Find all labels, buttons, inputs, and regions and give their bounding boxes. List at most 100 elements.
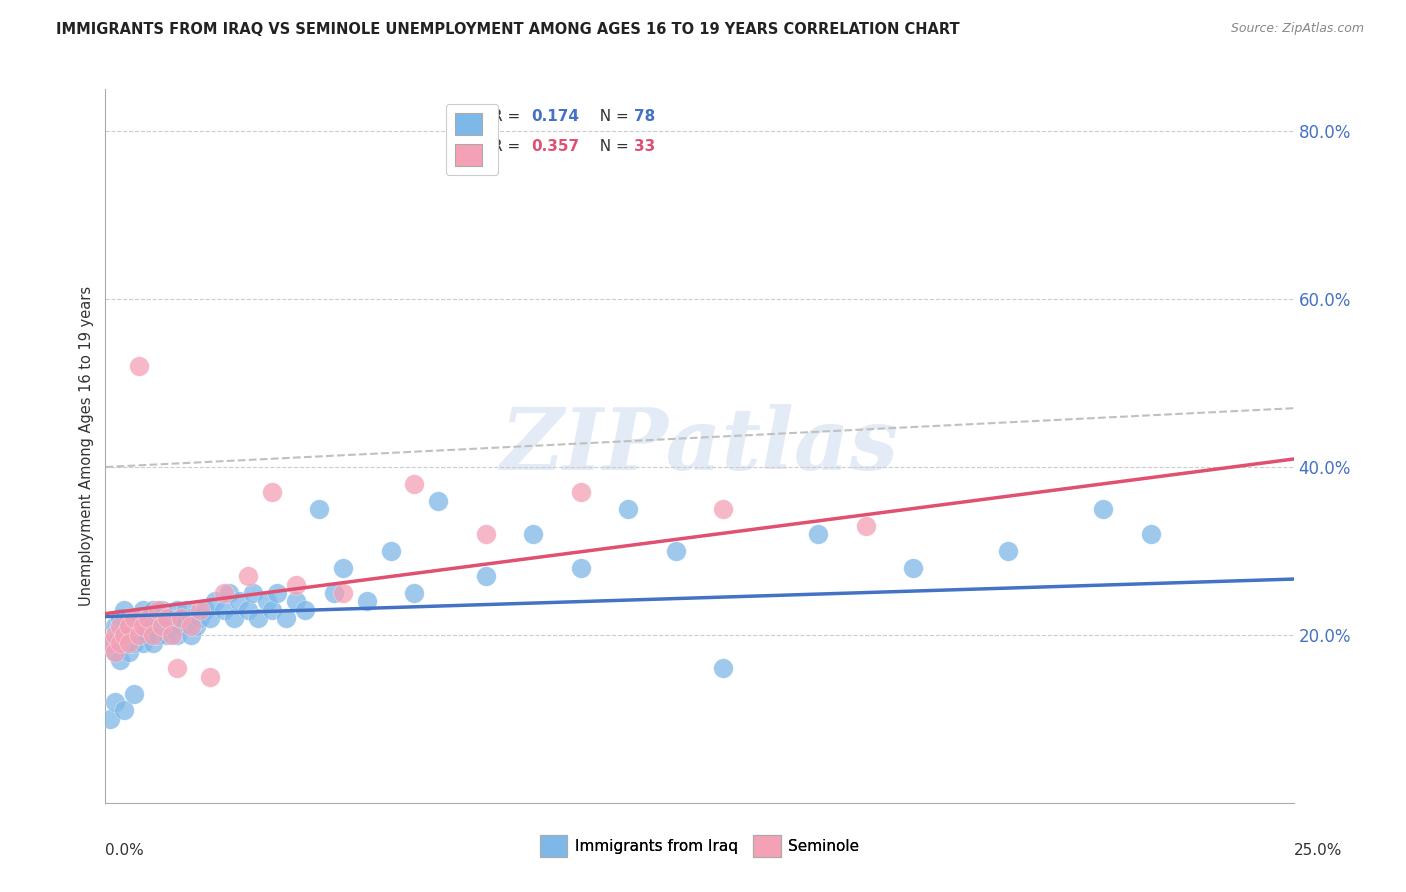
- Text: N =: N =: [591, 139, 634, 153]
- Point: [170, 611, 193, 625]
- Point: [132, 603, 155, 617]
- Point: [474, 569, 496, 583]
- Point: [665, 544, 688, 558]
- Point: [380, 544, 402, 558]
- Point: [142, 619, 165, 633]
- Point: [128, 611, 150, 625]
- Point: [118, 628, 141, 642]
- Text: IMMIGRANTS FROM IRAQ VS SEMINOLE UNEMPLOYMENT AMONG AGES 16 TO 19 YEARS CORRELAT: IMMIGRANTS FROM IRAQ VS SEMINOLE UNEMPLO…: [56, 22, 960, 37]
- Point: [136, 628, 159, 642]
- Point: [218, 586, 240, 600]
- Point: [122, 611, 145, 625]
- Point: [222, 611, 245, 625]
- Point: [260, 603, 283, 617]
- Point: [180, 611, 202, 625]
- Text: R =: R =: [492, 109, 524, 124]
- Point: [180, 628, 202, 642]
- Point: [294, 603, 316, 617]
- Point: [128, 628, 150, 642]
- Text: 0.174: 0.174: [531, 109, 579, 124]
- Point: [180, 619, 202, 633]
- Point: [166, 661, 188, 675]
- Point: [142, 636, 165, 650]
- Point: [204, 594, 226, 608]
- Text: 0.357: 0.357: [531, 139, 579, 153]
- Point: [166, 603, 188, 617]
- Point: [266, 586, 288, 600]
- Point: [1140, 527, 1163, 541]
- Point: [256, 594, 278, 608]
- Point: [236, 603, 259, 617]
- Point: [156, 611, 179, 625]
- Point: [156, 628, 179, 642]
- Point: [128, 359, 150, 374]
- Point: [104, 628, 127, 642]
- Y-axis label: Unemployment Among Ages 16 to 19 years: Unemployment Among Ages 16 to 19 years: [79, 286, 94, 606]
- Point: [1092, 502, 1115, 516]
- Text: 0.0%: 0.0%: [105, 843, 145, 858]
- Point: [997, 544, 1019, 558]
- Point: [160, 628, 183, 642]
- Point: [322, 586, 344, 600]
- Point: [98, 636, 121, 650]
- Point: [146, 611, 169, 625]
- Point: [190, 603, 212, 617]
- Point: [152, 619, 174, 633]
- Point: [166, 628, 188, 642]
- Point: [98, 636, 121, 650]
- Point: [98, 712, 121, 726]
- Point: [807, 527, 830, 541]
- Point: [136, 611, 159, 625]
- Point: [104, 619, 127, 633]
- Point: [214, 603, 236, 617]
- Point: [108, 611, 131, 625]
- Point: [122, 619, 145, 633]
- Point: [332, 586, 354, 600]
- Point: [104, 695, 127, 709]
- Text: 33: 33: [634, 139, 655, 153]
- Point: [711, 661, 734, 675]
- Point: [274, 611, 297, 625]
- Point: [114, 636, 136, 650]
- Point: [228, 594, 250, 608]
- Legend: Immigrants from Iraq, Seminole: Immigrants from Iraq, Seminole: [533, 829, 866, 863]
- Point: [184, 619, 207, 633]
- Point: [108, 636, 131, 650]
- Point: [118, 619, 141, 633]
- Point: [404, 586, 426, 600]
- Point: [284, 594, 307, 608]
- Point: [122, 687, 145, 701]
- Text: R =: R =: [492, 139, 524, 153]
- Point: [114, 603, 136, 617]
- Point: [152, 619, 174, 633]
- Point: [104, 645, 127, 659]
- Point: [114, 703, 136, 717]
- Point: [132, 619, 155, 633]
- Point: [236, 569, 259, 583]
- Point: [711, 502, 734, 516]
- Point: [136, 611, 159, 625]
- Point: [114, 628, 136, 642]
- Point: [617, 502, 640, 516]
- Text: ZIPatlas: ZIPatlas: [501, 404, 898, 488]
- Point: [118, 645, 141, 659]
- Point: [903, 560, 925, 574]
- Text: N =: N =: [591, 109, 634, 124]
- Point: [356, 594, 378, 608]
- Point: [170, 619, 193, 633]
- Point: [190, 611, 212, 625]
- Point: [160, 619, 183, 633]
- Point: [114, 619, 136, 633]
- Point: [198, 611, 221, 625]
- Point: [332, 560, 354, 574]
- Point: [122, 636, 145, 650]
- Point: [855, 518, 877, 533]
- Text: 78: 78: [634, 109, 655, 124]
- Point: [170, 611, 193, 625]
- Point: [104, 645, 127, 659]
- Point: [146, 603, 169, 617]
- Point: [118, 611, 141, 625]
- Point: [569, 485, 592, 500]
- Point: [108, 619, 131, 633]
- Point: [214, 586, 236, 600]
